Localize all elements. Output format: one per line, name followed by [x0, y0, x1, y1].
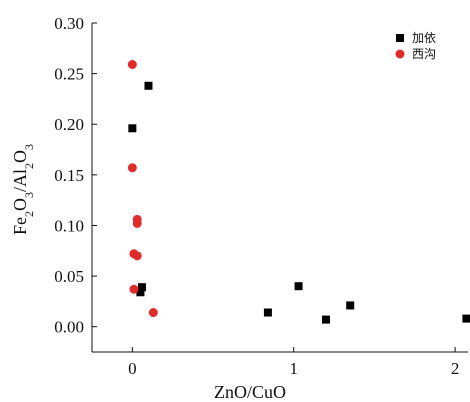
x-tick-label: 0 — [128, 359, 137, 378]
data-point-circle — [148, 308, 158, 318]
y-tick-label: 0.00 — [54, 318, 84, 337]
y-axis-label: Fe2O3/Al2O3 — [10, 144, 36, 235]
data-point-square — [462, 314, 470, 323]
data-point-circle — [129, 284, 139, 294]
x-axis-label: ZnO/CuO — [214, 382, 286, 402]
y-tick-label: 0.20 — [54, 115, 84, 134]
data-point-circle — [127, 60, 137, 70]
data-point-square — [144, 81, 153, 90]
data-point-circle — [132, 251, 142, 261]
legend-label: 西沟 — [412, 47, 436, 61]
data-point-square — [128, 124, 137, 133]
series-2 — [127, 60, 158, 318]
x-tick-label: 1 — [289, 359, 298, 378]
x-tick-label: 2 — [451, 359, 460, 378]
ticks: 0.00 0.05 0.10 0.15 0.20 0.25 0.30 0 1 2 — [54, 14, 459, 378]
data-points — [127, 60, 470, 324]
legend-marker-circle — [395, 49, 405, 59]
data-point-square — [346, 301, 355, 310]
y-tick-label: 0.05 — [54, 267, 84, 286]
legend-marker-square — [396, 34, 404, 42]
y-tick-label: 0.30 — [54, 14, 84, 33]
series-1 — [128, 81, 470, 324]
y-tick-label: 0.25 — [54, 65, 84, 84]
y-tick-label: 0.15 — [54, 166, 84, 185]
data-point-square — [294, 282, 303, 291]
axes — [91, 23, 468, 353]
y-tick-label: 0.10 — [54, 216, 84, 235]
legend-label: 加依 — [412, 30, 436, 45]
data-point-circle — [132, 218, 142, 228]
data-point-square — [321, 315, 330, 324]
data-point-square — [263, 308, 272, 317]
data-point-square — [138, 283, 147, 292]
data-point-square — [136, 288, 145, 297]
data-point-circle — [127, 163, 137, 173]
